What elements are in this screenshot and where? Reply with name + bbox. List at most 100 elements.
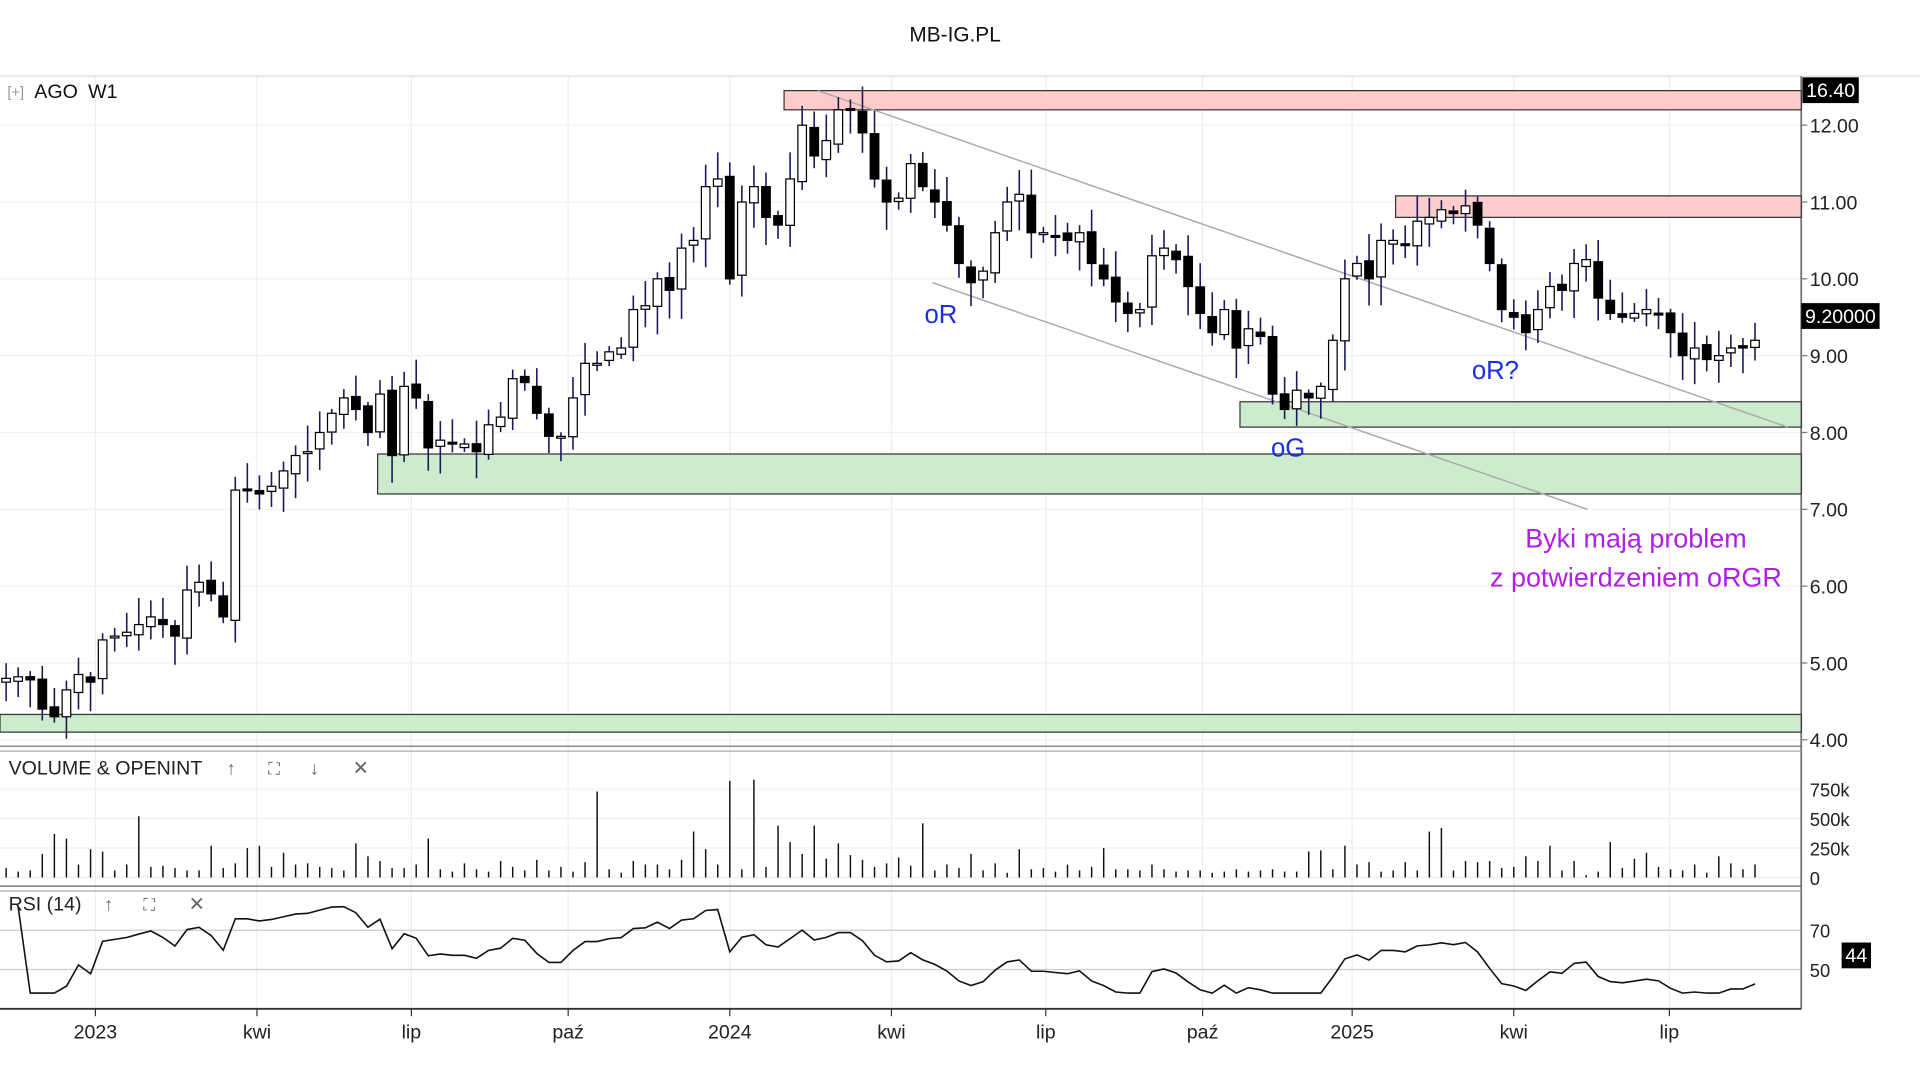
candle-body [423, 400, 434, 449]
candle-body [1171, 250, 1181, 261]
legend-symbol: AGO [34, 81, 78, 103]
candle-body [350, 395, 361, 411]
candle-body [25, 676, 36, 681]
candle-body [1134, 308, 1145, 314]
candle-body [1653, 312, 1664, 316]
candle-body [966, 266, 976, 284]
close-icon[interactable]: ✕ [189, 894, 205, 916]
support-zone [376, 453, 1802, 495]
trendline [817, 89, 1788, 428]
trendlines [817, 89, 1788, 511]
candle-body [1677, 332, 1688, 357]
maximize-icon[interactable]: ⛶ [268, 758, 280, 778]
candle-body [266, 485, 277, 492]
maximize-icon[interactable]: ⛶ [143, 895, 155, 915]
candle-body [580, 362, 590, 396]
candle-body [230, 489, 241, 621]
candle-body [1412, 220, 1423, 247]
candle-body [1122, 302, 1133, 315]
candle-body [568, 397, 578, 438]
candle-body [435, 439, 446, 447]
candle-body [1062, 232, 1073, 242]
annotation-og: oG [1271, 435, 1305, 463]
candle-body [1098, 264, 1109, 280]
candle-body [881, 179, 892, 203]
candle-body [459, 443, 470, 449]
support-zone [1239, 401, 1802, 428]
rsi-axis-label: 50 [1810, 960, 1830, 981]
volume-bars [5, 779, 1756, 878]
candle-body [688, 239, 699, 246]
volume-axis-label: 0 [1810, 868, 1820, 889]
candle-body [556, 435, 566, 439]
candle-body [37, 678, 48, 710]
candle-body [773, 215, 783, 226]
date-axis-label: lip [1660, 1021, 1680, 1043]
candle-body [1545, 285, 1555, 309]
candle-body [749, 186, 759, 204]
candle-body [712, 178, 723, 187]
candle-body [1327, 339, 1338, 391]
candle-body [1255, 331, 1266, 338]
rsi-line [17, 905, 1756, 995]
candle-body [1617, 313, 1628, 318]
arrow-down-icon[interactable]: ↓ [310, 757, 319, 778]
candle-body [1364, 260, 1374, 280]
candle-body [85, 676, 96, 683]
candle-body [1303, 392, 1314, 399]
candle-body [1159, 247, 1169, 257]
candle-body [1050, 234, 1061, 239]
candle-body [1183, 255, 1194, 288]
candle-body [1219, 308, 1230, 336]
axes: 12.00 11.00 10.00 9.00 8.00 7.00 6.00 5.00 4.00 2… [74, 116, 1859, 1044]
candle-body [145, 616, 156, 628]
candle-body [1279, 393, 1290, 411]
candle-body [592, 362, 603, 366]
candle-body [929, 189, 940, 203]
resistance-zone [1394, 195, 1802, 218]
candle-body [990, 232, 1001, 274]
candle-body [893, 197, 904, 203]
candle-body [278, 470, 289, 489]
candle-body [1352, 262, 1362, 277]
candle-body [495, 416, 506, 428]
volume-axis-label: 250k [1810, 838, 1851, 859]
candle-body [1738, 345, 1748, 349]
candle-body [1026, 194, 1037, 234]
candle-body [109, 635, 120, 639]
candle-body [1400, 243, 1411, 247]
annotation-or-question: oR? [1472, 357, 1519, 385]
arrow-up-icon[interactable]: ↑ [227, 757, 236, 778]
price-axis-label: 12.00 [1810, 116, 1859, 138]
candle-body [1, 677, 12, 683]
volume-axis-label: 500k [1810, 809, 1851, 830]
candle-body [338, 397, 349, 415]
candle-body [302, 451, 313, 455]
expand-icon[interactable]: [+] [7, 85, 24, 101]
candle-body [1460, 205, 1471, 215]
arrow-up-icon[interactable]: ↑ [104, 894, 113, 915]
candle-body [1074, 232, 1085, 243]
date-axis-label: paź [552, 1021, 584, 1043]
candle-body [1110, 276, 1121, 303]
rsi-axis-label: 70 [1810, 921, 1830, 942]
candle-body [326, 412, 337, 433]
support-zone [0, 713, 1802, 733]
candles [1, 86, 1760, 739]
volume-axis-label: 750k [1810, 779, 1851, 800]
candle-body [49, 706, 60, 718]
candle-body [1701, 344, 1712, 361]
candle-body [1267, 335, 1278, 395]
candle-body [1014, 193, 1025, 202]
candle-body [194, 581, 205, 593]
rsi-tag-bg [1841, 942, 1872, 969]
candle-body [1424, 216, 1435, 225]
candle-body [1388, 239, 1399, 245]
candle-body [1629, 312, 1640, 319]
close-icon[interactable]: ✕ [353, 757, 369, 779]
candle-body [254, 489, 265, 495]
candle-body [833, 109, 844, 145]
candle-body [1641, 308, 1652, 315]
candle-body [700, 186, 711, 240]
candle-body [471, 443, 482, 453]
